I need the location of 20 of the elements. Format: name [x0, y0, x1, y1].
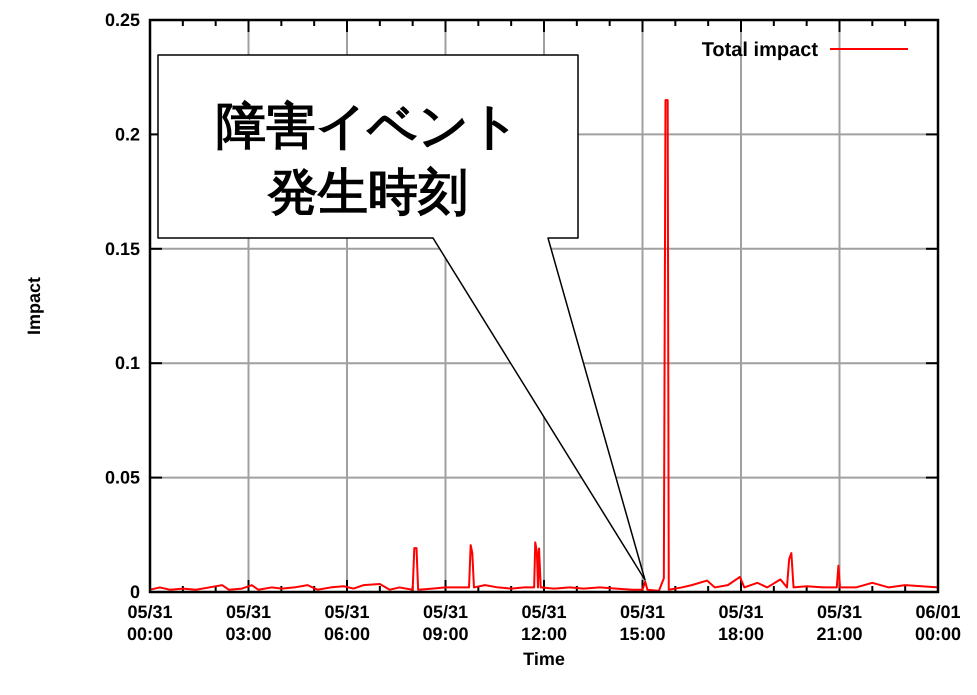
annotation: 発生時刻: [266, 163, 468, 221]
x-tick-label: 05/31 21:00: [816, 602, 863, 644]
y-axis-title: Impact: [24, 276, 44, 336]
y-tick-label: 0.1: [114, 353, 140, 374]
x-tick-label: 05/31 09:00: [422, 602, 469, 644]
x-tick-label: 05/31 12:00: [520, 602, 568, 644]
y-tick-label: 0.25: [104, 10, 140, 30]
x-tick-label: 05/31 03:00: [225, 602, 272, 644]
x-tick-label: 05/31 00:00: [126, 602, 174, 644]
x-tick-label: 05/31 06:00: [324, 602, 370, 644]
y-tick-label: 0.05: [104, 468, 140, 488]
x-axis-title: Time: [523, 649, 565, 669]
legend-label: Total impact: [702, 39, 818, 61]
y-tick-label: 0: [130, 582, 140, 602]
annotation: 障害イベント: [216, 97, 520, 155]
x-tick-label: 05/31 15:00: [619, 602, 666, 644]
y-tick-label: 0.2: [114, 124, 140, 144]
x-tick-label: 06/01 00:00: [914, 602, 962, 644]
y-tick-label: 0.15: [104, 238, 140, 259]
x-tick-label: 05/31 18:00: [718, 602, 764, 644]
